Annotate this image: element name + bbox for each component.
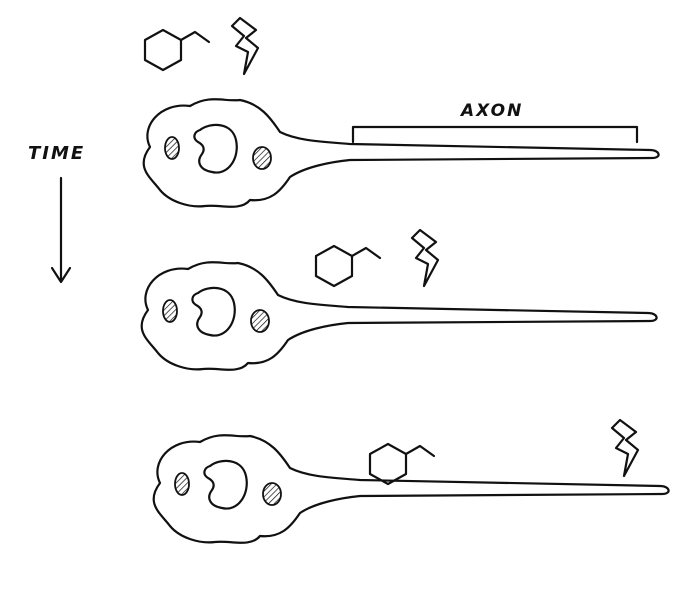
axon-bracket bbox=[351, 125, 639, 144]
time-label: TIME bbox=[28, 143, 86, 164]
cyclohexane-molecule-icon bbox=[368, 442, 436, 486]
cyclohexane-molecule-icon bbox=[314, 244, 382, 288]
neuron-panel-1 bbox=[142, 16, 660, 208]
axon-label: AXON bbox=[461, 101, 524, 121]
neuron-cell-2 bbox=[140, 261, 658, 371]
lightning-bolt-icon bbox=[610, 418, 640, 478]
neuron-panel-2 bbox=[140, 228, 658, 371]
neuron-panel-3 bbox=[152, 418, 670, 544]
cyclohexane-molecule-icon bbox=[143, 28, 211, 72]
lightning-bolt-icon bbox=[230, 16, 260, 76]
neuron-cell-1 bbox=[142, 98, 660, 208]
down-arrow-icon bbox=[50, 176, 72, 284]
lightning-bolt-icon bbox=[410, 228, 440, 288]
